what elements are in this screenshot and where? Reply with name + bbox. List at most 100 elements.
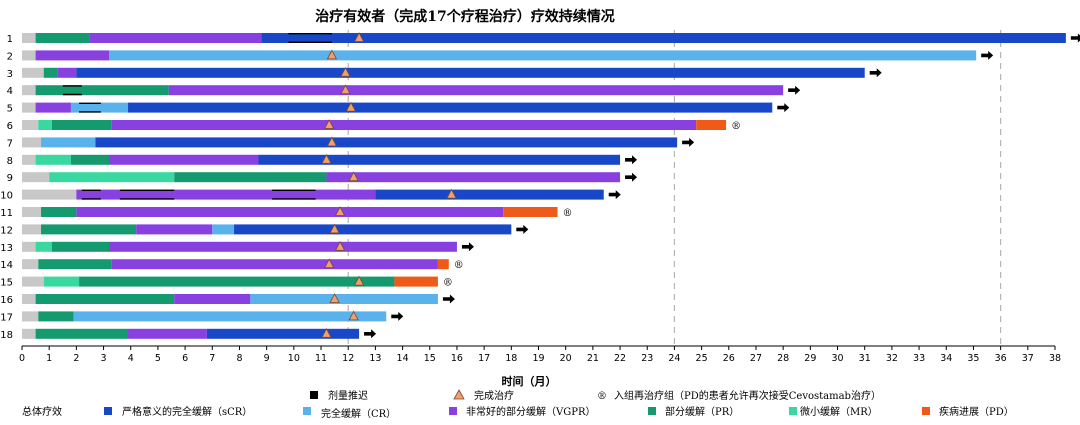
x-axis-label: 时间（月）: [502, 374, 557, 388]
PD-swatch: [922, 407, 930, 415]
x-tick-label-0: 0: [19, 353, 25, 364]
completed-marker-14: [324, 258, 335, 269]
sCR-swatch: [104, 407, 112, 415]
bar-segment-12-CR: [212, 224, 235, 235]
x-tick-label-2: 2: [73, 353, 79, 364]
rechallenge-icon-14: ®: [454, 260, 464, 271]
bar-segment-13-VGPR: [108, 241, 457, 252]
x-tick-label-10: 10: [288, 353, 300, 364]
patient-label-8: 8: [7, 156, 13, 167]
bar-segment-7-sCR: [95, 137, 678, 148]
patient-row-10: 10: [0, 188, 621, 202]
x-tick-label-18: 18: [505, 353, 517, 364]
bar-segment-4-VGPR: [168, 85, 784, 96]
patient-row-7: 7: [7, 136, 695, 149]
x-tick-label-8: 8: [236, 353, 242, 364]
patient-row-6: 6 ®: [7, 119, 741, 132]
bar-segment-4-PR: [35, 85, 169, 96]
rechallenge-icon-11: ®: [563, 208, 573, 219]
x-tick-label-30: 30: [831, 353, 843, 364]
patient-row-12: 12: [0, 223, 529, 236]
ongoing-arrow-icon-10: [608, 190, 621, 200]
bar-segment-14-PD: [437, 259, 449, 270]
patient-label-11: 11: [0, 208, 13, 219]
completed-marker-18: [321, 327, 332, 338]
bar-segment-1-gray: [22, 33, 36, 43]
bar-segment-5-sCR: [128, 102, 773, 113]
completed-marker-8: [321, 153, 332, 164]
patient-label-10: 10: [0, 191, 13, 202]
completed-marker-6: [324, 119, 335, 129]
bar-segment-1-PR: [35, 33, 90, 43]
patient-row-2: 2: [7, 49, 994, 62]
patient-label-17: 17: [0, 312, 13, 323]
bar-segment-12-PR: [41, 224, 137, 235]
bar-segment-5-gray: [22, 102, 36, 113]
rechallenge-icon-15: ®: [443, 278, 453, 289]
legend-CR: 完全缓解（CR）: [321, 407, 396, 420]
bar-segment-9-MR: [49, 172, 175, 183]
completed-marker-4: [340, 84, 351, 95]
legend-group-label: 总体疗效: [22, 405, 62, 418]
patient-row-13: 13: [0, 240, 474, 254]
ongoing-arrow-icon-13: [461, 242, 474, 252]
bar-segment-9-gray: [22, 172, 50, 183]
bar-segment-8-PR: [70, 154, 109, 165]
patient-label-13: 13: [0, 243, 13, 254]
bar-segment-18-gray: [22, 328, 36, 339]
x-tick-label-5: 5: [155, 353, 161, 364]
patient-label-4: 4: [7, 86, 13, 97]
bar-segment-9-PR: [174, 172, 327, 183]
x-tick-label-6: 6: [182, 353, 188, 364]
x-tick-label-3: 3: [101, 353, 107, 364]
bar-segment-3-sCR: [76, 67, 865, 78]
patient-row-18: 18: [0, 327, 377, 341]
x-tick-label-34: 34: [940, 353, 952, 364]
x-tick-label-22: 22: [614, 353, 626, 364]
ongoing-arrow-icon-16: [442, 294, 455, 304]
x-tick-label-9: 9: [264, 353, 270, 364]
legend-MR: 微小缓解（MR）: [800, 405, 878, 418]
x-tick-label-16: 16: [451, 353, 463, 364]
x-tick-label-36: 36: [995, 353, 1007, 364]
ongoing-arrow-icon-17: [391, 311, 404, 321]
bar-segment-7-gray: [22, 137, 42, 148]
bar-segment-6-PR: [51, 120, 112, 130]
bar-segment-17-gray: [22, 311, 39, 322]
x-tick-label-14: 14: [397, 353, 409, 364]
x-tick-label-17: 17: [478, 353, 490, 364]
ongoing-arrow-icon-18: [364, 329, 377, 339]
x-tick-label-27: 27: [750, 353, 762, 364]
bar-segment-11-gray: [22, 207, 42, 217]
bar-segment-16-gray: [22, 294, 36, 304]
bar-segment-7-CR: [41, 137, 96, 148]
patient-label-7: 7: [7, 138, 13, 149]
patient-label-5: 5: [7, 104, 13, 115]
x-tick-label-31: 31: [859, 353, 871, 364]
patient-label-2: 2: [7, 51, 13, 62]
bar-segment-5-CR: [70, 102, 129, 113]
patient-row-1: 1: [7, 32, 1080, 45]
patient-label-18: 18: [0, 330, 13, 341]
ongoing-arrow-icon-8: [625, 155, 638, 165]
bar-segment-2-CR: [108, 50, 977, 61]
legend-sCR: 严格意义的完全缓解（sCR）: [122, 405, 252, 418]
x-tick-label-20: 20: [560, 353, 572, 364]
bar-segment-12-VGPR: [136, 224, 213, 235]
patient-label-15: 15: [0, 278, 13, 289]
bar-segment-18-VGPR: [128, 328, 207, 339]
bar-segment-12-gray: [22, 224, 42, 235]
completed-marker-1: [353, 32, 365, 42]
bar-segment-15-MR: [43, 276, 80, 287]
rechallenge-symbol-icon: ®: [597, 391, 607, 402]
ongoing-arrow-icon-4: [788, 85, 801, 95]
ongoing-arrow-icon-2: [981, 50, 994, 60]
patient-row-11: 11 ®: [0, 206, 573, 219]
chart-title: 治疗有效者（完成17个疗程治疗）疗效持续情况: [315, 8, 614, 25]
x-tick-label-15: 15: [424, 353, 436, 364]
patient-label-6: 6: [7, 121, 13, 132]
MR-swatch: [789, 407, 797, 415]
bar-segment-6-VGPR: [111, 120, 697, 130]
bar-segment-16-PR: [35, 294, 175, 304]
